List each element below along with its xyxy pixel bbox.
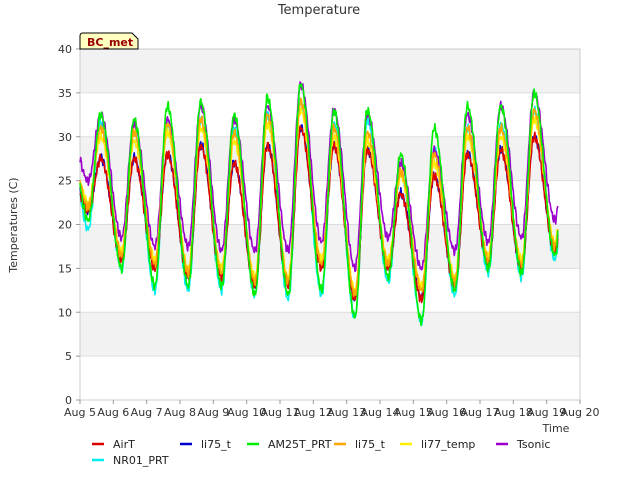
legend-label: AirT (113, 438, 135, 451)
x-tick-label: Aug 15 (394, 406, 433, 419)
badge-label: BC_met (87, 36, 133, 49)
x-tick-label: Aug 18 (494, 406, 533, 419)
y-tick-label: 10 (58, 306, 72, 319)
badge-box (79, 32, 139, 50)
x-tick-label: Aug 16 (427, 406, 466, 419)
legend: AirT li75_t AM25T_PRT li75_t li77_temp Tsonic… (92, 438, 550, 467)
legend-label: li75_t (201, 438, 232, 451)
y-tick-label: 5 (65, 350, 72, 363)
legend-label: NR01_PRT (113, 454, 169, 467)
plot-band (80, 49, 580, 93)
x-tick-label: Aug 14 (361, 406, 400, 419)
x-tick-label: Aug 20 (561, 406, 600, 419)
y-tick-label: 20 (58, 219, 72, 232)
x-tick-label: Aug 8 (164, 406, 196, 419)
y-tick-label: 30 (58, 131, 72, 144)
x-tick-label: Aug 11 (261, 406, 300, 419)
x-axis-title: Time (542, 422, 570, 435)
y-tick-label: 15 (58, 262, 72, 275)
x-tick-label: Aug 7 (131, 406, 163, 419)
station-badge: BC_met (79, 32, 139, 50)
y-tick-label: 25 (58, 175, 72, 188)
x-tick-label: Aug 5 (64, 406, 96, 419)
chart-title: Temperature (277, 3, 360, 18)
y-tick-label: 35 (58, 87, 72, 100)
legend-label: AM25T_PRT (268, 438, 332, 451)
y-tick-label: 0 (65, 394, 72, 407)
series-lines (79, 81, 559, 327)
y-tick-label: 40 (58, 43, 72, 56)
y-axis-title: Temperatures (C) (7, 177, 20, 273)
x-tick-label: Aug 10 (227, 406, 266, 419)
x-tick-label: Aug 9 (197, 406, 229, 419)
legend-label: Tsonic (516, 438, 550, 451)
series-line-am25t-prt (79, 83, 559, 327)
plot-band (80, 312, 580, 357)
legend-label: li75_t (355, 438, 386, 451)
x-tick-label: Aug 13 (327, 406, 366, 419)
legend-label: li77_temp (421, 438, 475, 451)
x-tick-label: Aug 17 (461, 406, 500, 419)
x-tick-label: Aug 19 (527, 406, 566, 419)
plot-band (80, 224, 580, 269)
x-tick-label: Aug 6 (97, 406, 129, 419)
y-axis-ticks: 0 5 10 15 20 25 30 35 40 (58, 43, 80, 407)
x-tick-label: Aug 12 (294, 406, 333, 419)
